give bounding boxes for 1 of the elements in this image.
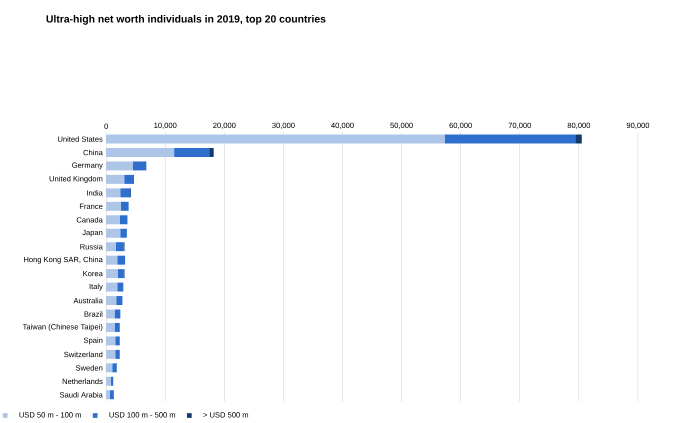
chart-title: Ultra-high net worth individuals in 2019, top 20 countries <box>46 15 326 25</box>
